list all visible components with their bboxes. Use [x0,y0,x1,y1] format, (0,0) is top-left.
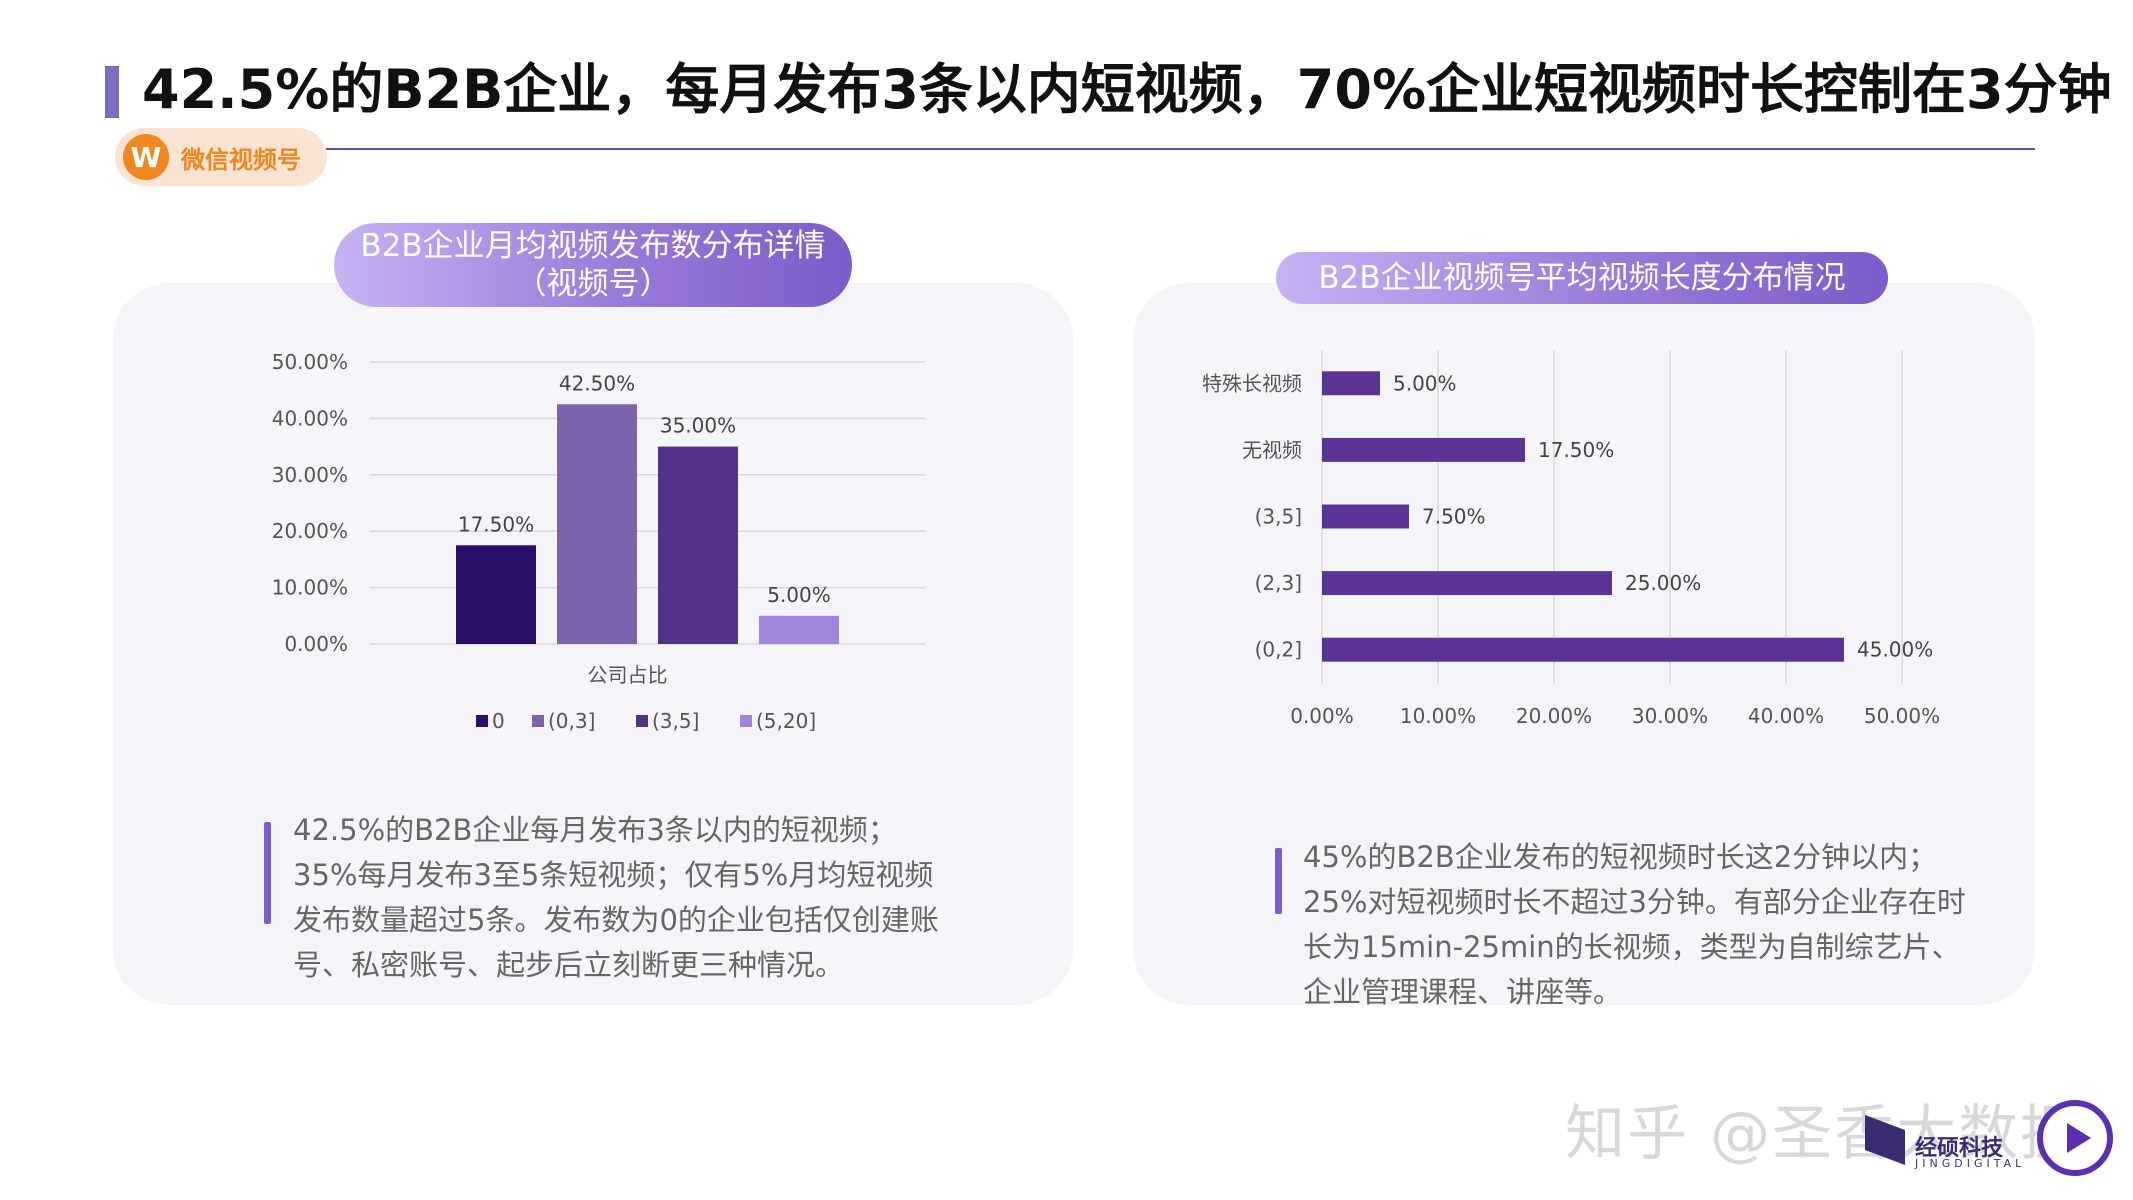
y-tick-label: 50.00% [272,350,348,374]
legend-swatch-3 [740,715,752,727]
y-tick-label: 30.00% [272,463,348,487]
y-tick-label: 10.00% [272,576,348,600]
y-tick-label: 20.00% [272,519,348,543]
jingdigital-logo-text: 经硕科技 [1915,1136,2004,1161]
legend-swatch-2 [636,715,648,727]
legend-label: (3,5] [652,709,699,733]
play-icon [2037,1100,2113,1176]
left-chart-title: B2B企业月均视频发布数分布详情 （视频号） [334,223,852,307]
legend-swatch-1 [532,715,544,727]
page-title: 42.5%的B2B企业，每月发布3条以内短视频，70%企业短视频时长控制在3分钟 [142,58,2112,121]
left-chart-title-line1: B2B企业月均视频发布数分布详情 [360,228,826,264]
bar-0 [456,545,536,644]
y-tick-label: 40.00% [272,406,348,430]
wechat-channels-badge: W 微信视频号 [115,128,327,186]
y-tick-label: 0.00% [284,632,348,656]
title-divider [300,148,2035,150]
data-label: 17.50% [458,512,534,536]
right-description-accent [1275,848,1282,914]
bar-2 [658,446,738,644]
wechat-channels-icon: W [123,134,169,180]
x-axis-label: 公司占比 [588,663,668,687]
legend-label: (5,20] [756,709,816,733]
title-accent-bar [105,66,119,118]
right-chart-title: B2B企业视频号平均视频长度分布情况 [1276,252,1888,304]
right-description: 45%的B2B企业发布的短视频时长这2分钟以内；25%对短视频时长不超过3分钟。… [1303,840,1966,1009]
legend-swatch-0 [476,715,488,727]
left-chart-title-line2: （视频号） [515,266,671,302]
data-label: 35.00% [660,414,736,438]
badge-label: 微信视频号 [181,145,301,174]
left-description: 42.5%的B2B企业每月发布3条以内的短视频；35%每月发布3至5条短视频；仅… [293,813,939,982]
legend-label: 0 [492,709,505,733]
bar-1 [557,404,637,644]
data-label: 42.50% [559,371,635,395]
data-label: 5.00% [767,583,831,607]
zhihu-watermark: 知乎 @圣香大数据 [1565,1099,2083,1169]
legend-label: (0,3] [548,709,595,733]
left-description-accent [264,822,271,924]
jingdigital-logo-sub: JINGDIGITAL [1915,1157,2026,1170]
bar-3 [759,615,839,644]
